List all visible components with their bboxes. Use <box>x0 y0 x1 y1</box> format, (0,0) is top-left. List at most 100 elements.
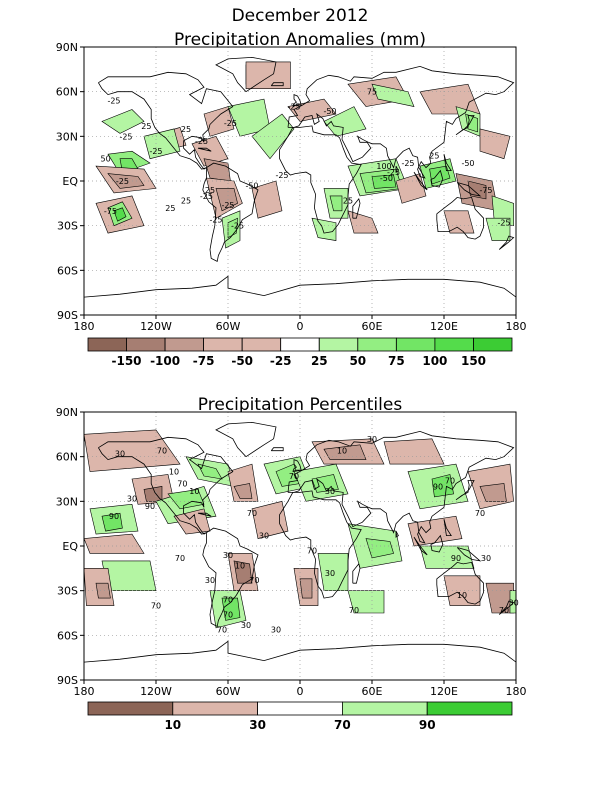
shaded-region <box>245 61 291 89</box>
contour-label: 70 <box>175 554 185 563</box>
contour-label: 70 <box>445 477 455 486</box>
contour-label: -25 <box>224 119 237 128</box>
contour-label: 30 <box>205 576 215 585</box>
percentile-lon-axis: 180 120W 60W 0 60E 120E 180 <box>74 680 527 698</box>
contour-label: -50 <box>323 107 336 116</box>
contour-label: 10 <box>337 447 347 456</box>
contour-label: 25 <box>165 204 175 213</box>
colorbar-label: 100 <box>422 354 447 368</box>
contour-label: 70 <box>223 611 233 620</box>
contour-label: 70 <box>349 606 359 615</box>
contour-label: 30 <box>325 487 335 496</box>
percentile-lat-axis: 90N 60N 30N EQ 30S 60S 90S <box>56 406 84 687</box>
contour-label: -50 <box>461 159 474 168</box>
colorbar-swatch <box>395 337 436 352</box>
lon-label: 60W <box>216 685 241 698</box>
coastline <box>98 436 234 535</box>
contour-label: 70 <box>177 479 187 488</box>
colorbar-label: 150 <box>461 354 486 368</box>
lon-label: 180 <box>506 685 527 698</box>
shaded-region <box>215 188 238 212</box>
colorbar-swatch <box>434 337 474 352</box>
anomaly-map-title: Precipitation Anomalies (mm) <box>174 30 426 50</box>
colorbar-swatch <box>280 337 320 352</box>
contour-label: 30 <box>325 569 335 578</box>
contour-label: 10 <box>169 468 179 477</box>
shaded-region <box>323 444 367 460</box>
contour-label: -25 <box>200 192 213 201</box>
anomaly-coastlines <box>84 56 516 298</box>
lat-label: 30S <box>57 585 78 598</box>
shaded-region <box>167 489 205 510</box>
shaded-region <box>365 538 394 559</box>
colorbar-label: 10 <box>164 718 181 732</box>
coastline <box>395 530 399 538</box>
lon-label: 180 <box>506 320 527 333</box>
coastline <box>455 115 475 136</box>
contour-label: -50 <box>245 181 258 190</box>
shaded-region <box>479 128 511 160</box>
shaded-region <box>407 515 463 547</box>
contour-label: 30 <box>115 450 125 459</box>
contour-label: 70 <box>157 447 167 456</box>
contour-label: 50 <box>101 155 111 164</box>
anomaly-colorbar: -150 -100 -75 -50 -25 25 50 75 100 150 <box>87 337 513 368</box>
coastline <box>287 65 515 179</box>
contour-label: 70 <box>475 509 485 518</box>
lon-label: 120E <box>430 685 458 698</box>
coastline <box>455 480 475 501</box>
contour-label: -25 <box>149 147 162 156</box>
coastline <box>395 165 399 173</box>
lat-label: 60N <box>56 451 78 464</box>
shaded-region <box>227 217 238 239</box>
anomaly-lat-axis: 90N 60N 30N EQ 30S 60S 90S <box>56 41 84 322</box>
contour-label: -25 <box>195 137 208 146</box>
lon-label: 60E <box>362 685 383 698</box>
percentile-colorbar: 10 30 70 90 <box>87 701 513 732</box>
shaded-region <box>197 463 223 480</box>
coastline <box>436 561 485 605</box>
lat-label: 30N <box>56 495 78 508</box>
contour-label: 90 <box>451 554 461 563</box>
coastline <box>456 182 482 197</box>
contour-label: -25 <box>209 216 222 225</box>
shaded-region <box>101 512 123 532</box>
coastline <box>413 171 428 191</box>
shaded-region <box>84 533 145 554</box>
colorbar-swatch <box>318 337 359 352</box>
coastline <box>279 490 362 599</box>
colorbar-label: 90 <box>419 718 436 732</box>
lon-label: 120W <box>140 685 172 698</box>
coastline <box>202 527 259 627</box>
contour-label: 25 <box>181 196 191 205</box>
contour-label: 30 <box>259 532 269 541</box>
lat-label: 30S <box>57 220 78 233</box>
coastline <box>202 162 259 262</box>
lon-label: 180 <box>74 320 95 333</box>
lat-label: 60S <box>57 264 78 277</box>
contour-label: 30 <box>509 599 519 608</box>
contour-label: 70 <box>151 602 161 611</box>
coastline <box>215 56 277 93</box>
colorbar-swatch <box>257 701 343 716</box>
coastline <box>215 421 277 458</box>
coastline <box>292 459 302 472</box>
contour-label: 30 <box>367 435 377 444</box>
contour-label: 100 <box>376 162 391 171</box>
shaded-region <box>101 109 145 134</box>
percentile-gridlines <box>84 412 516 680</box>
contour-label: 10 <box>235 561 245 570</box>
colorbar-swatch <box>473 337 513 352</box>
contour-label: 90 <box>109 512 119 521</box>
contour-label: 70 <box>223 596 233 605</box>
contour-label: 30 <box>223 551 233 560</box>
shaded-region <box>251 500 289 539</box>
shaded-region <box>323 106 367 137</box>
shaded-region <box>443 575 481 606</box>
shaded-region <box>299 578 313 599</box>
contour-label: 30 <box>241 621 251 630</box>
shaded-region <box>107 173 145 189</box>
lon-label: 180 <box>74 685 95 698</box>
